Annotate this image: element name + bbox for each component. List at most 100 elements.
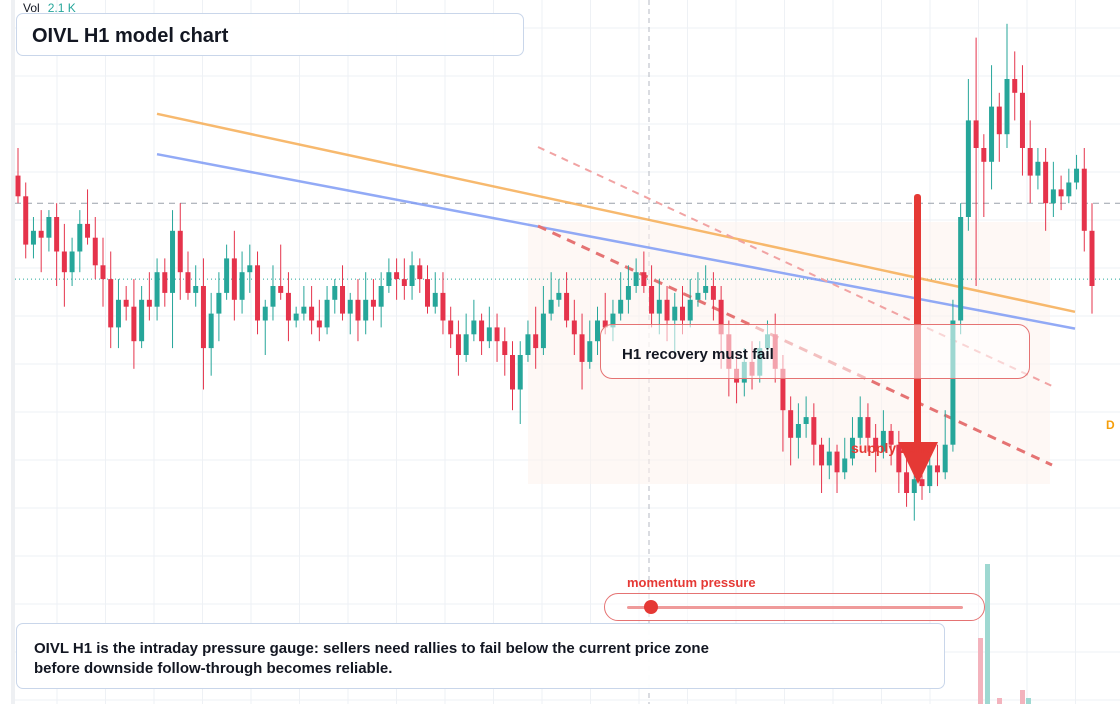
- candle-body: [146, 299, 152, 307]
- candle-body: [880, 430, 886, 452]
- candle-body: [54, 217, 60, 252]
- volume-bar: [985, 564, 990, 704]
- candle-body: [819, 444, 825, 466]
- momentum-gauge[interactable]: [604, 593, 985, 621]
- gauge-track: [627, 606, 963, 609]
- candle-body: [417, 265, 423, 280]
- candle-body: [587, 341, 593, 362]
- moving-average-slow: [156, 152, 1076, 330]
- candle-body: [77, 223, 83, 252]
- candle-body: [540, 313, 546, 349]
- candle-body: [656, 299, 662, 314]
- candle-body: [695, 292, 701, 300]
- candle-body: [981, 148, 987, 162]
- candle-body: [170, 230, 176, 293]
- candle-body: [517, 355, 523, 390]
- candle-body: [927, 465, 933, 487]
- candle-body: [46, 217, 52, 238]
- candle-body: [340, 286, 346, 314]
- candle-body: [61, 251, 67, 273]
- candle-body: [973, 120, 979, 148]
- candle-body: [1043, 161, 1049, 204]
- candle-body: [795, 424, 801, 438]
- candle-body: [865, 417, 871, 438]
- candle-body: [239, 272, 245, 300]
- volume-value: 2.1 K: [47, 1, 76, 15]
- candle-body: [278, 286, 284, 293]
- volume-bar: [997, 698, 1002, 704]
- candle-body: [324, 299, 330, 328]
- candle-body: [950, 320, 956, 445]
- candle-body: [471, 320, 477, 335]
- candle-body: [247, 265, 253, 273]
- candle-body: [69, 251, 75, 273]
- moving-averages: [156, 112, 1076, 330]
- volume-bar: [1026, 698, 1031, 704]
- moving-average-fast: [156, 112, 1076, 314]
- candle-body: [255, 265, 261, 321]
- volume-bar: [1020, 690, 1025, 704]
- candle-body: [1089, 230, 1095, 286]
- candle-body: [610, 313, 616, 328]
- candle-body: [185, 272, 191, 293]
- candle-body: [788, 410, 794, 438]
- candle-body: [332, 286, 338, 300]
- candle-body: [30, 230, 36, 245]
- candle-body: [115, 299, 121, 328]
- candle-body: [1050, 189, 1056, 204]
- candle-body: [919, 479, 925, 487]
- candle-body: [139, 299, 145, 342]
- candle-body: [224, 258, 230, 293]
- candle-body: [548, 299, 554, 314]
- note-text: OIVL H1 is the intraday pressure gauge: …: [34, 640, 709, 677]
- candle-body: [672, 306, 678, 321]
- candle-body: [293, 313, 299, 321]
- candle-body: [370, 299, 376, 307]
- left-border: [11, 0, 15, 704]
- candle-body: [347, 299, 353, 314]
- supply-zone-label: supply zone: [851, 440, 932, 456]
- candle-body: [679, 306, 685, 321]
- candle-body: [355, 299, 361, 321]
- candle-body: [904, 472, 910, 493]
- candle-body: [641, 272, 647, 286]
- candle-body: [100, 265, 106, 280]
- candle-body: [38, 230, 44, 238]
- candle-body: [1058, 189, 1064, 197]
- candle-body: [502, 341, 508, 355]
- candle-body: [285, 292, 291, 321]
- candle-body: [556, 292, 562, 300]
- candle-body: [525, 334, 531, 355]
- candle-body: [432, 292, 438, 307]
- candle-body: [309, 306, 315, 321]
- candle-body: [85, 223, 91, 238]
- candle-body: [394, 272, 400, 280]
- callout-text: H1 recovery must fail: [622, 346, 774, 363]
- candle-body: [594, 320, 600, 342]
- candle-body: [401, 279, 407, 286]
- arrow-head: [898, 442, 938, 484]
- candle-body: [602, 320, 608, 328]
- candle-body: [386, 272, 392, 286]
- gauge-knob[interactable]: [643, 600, 658, 614]
- candle-body: [262, 306, 268, 321]
- candle-body: [216, 292, 222, 314]
- candle-body: [834, 451, 840, 473]
- candle-body: [92, 237, 98, 266]
- candle-body: [1019, 92, 1025, 148]
- momentum-label: momentum pressure: [627, 575, 756, 590]
- candle-body: [1081, 168, 1087, 231]
- candle-body: [873, 437, 879, 452]
- candle-body: [177, 230, 183, 273]
- candle-body: [857, 417, 863, 438]
- volume-label: Vol: [23, 1, 40, 15]
- candle-body: [301, 306, 307, 314]
- candle-body: [463, 334, 469, 355]
- candle-body: [842, 458, 848, 473]
- recovery-callout: H1 recovery must fail: [600, 324, 1030, 379]
- candle-body: [710, 286, 716, 300]
- candle-body: [564, 292, 570, 321]
- candle-body: [363, 299, 369, 321]
- candle-body: [131, 306, 137, 342]
- candle-body: [826, 451, 832, 466]
